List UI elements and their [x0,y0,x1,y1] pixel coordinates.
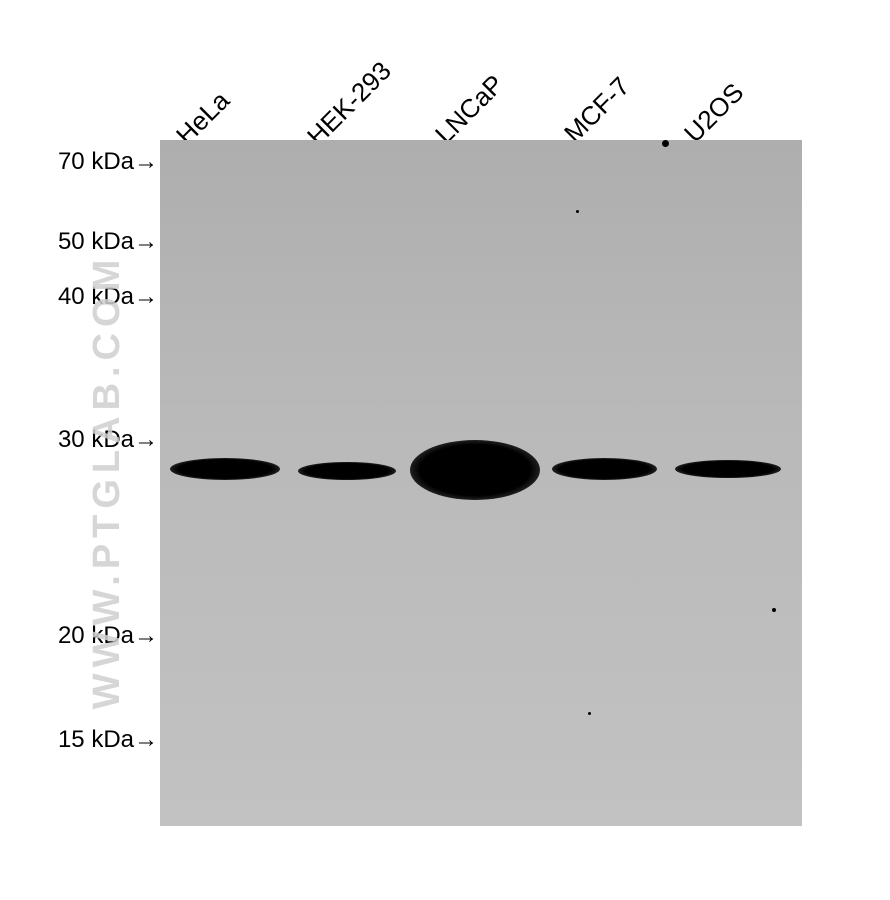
lane-label: U2OS [678,77,750,149]
marker-label: 70 kDa→ [58,148,158,176]
western-blot-container: WWW.PTGLAB.COM 70 kDa→50 kDa→40 kDa→30 k… [0,0,890,900]
artifact-spot [772,608,776,612]
artifact-spot [588,712,591,715]
band [675,460,781,478]
marker-label: 50 kDa→ [58,228,158,256]
artifact-spot [576,210,579,213]
lane-label: LNCaP [429,69,510,150]
band [170,458,280,480]
band [298,462,396,480]
lane-label: HEK-293 [301,55,398,152]
band [410,440,540,500]
marker-label: 15 kDa→ [58,726,158,754]
watermark-text: WWW.PTGLAB.COM [86,254,129,709]
lane-label: MCF-7 [558,71,636,149]
artifact-spot [662,140,669,147]
band [552,458,657,480]
